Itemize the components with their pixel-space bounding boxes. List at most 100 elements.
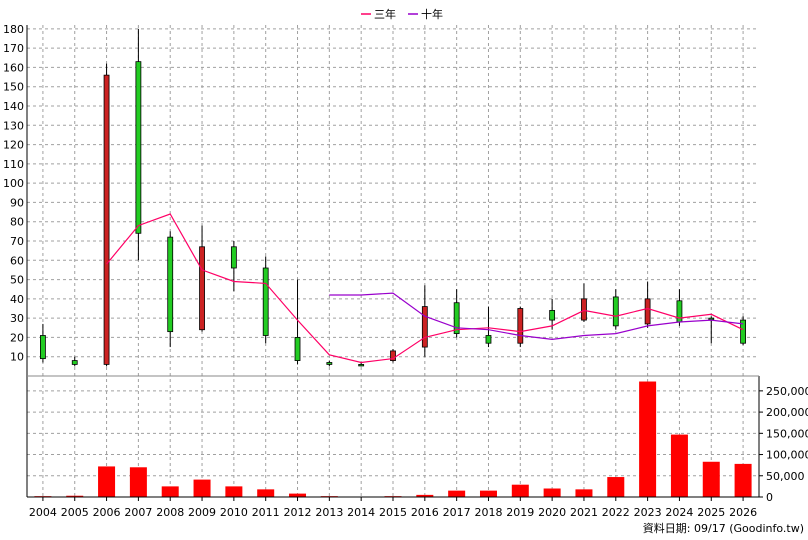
- volume-tick-label: 0: [766, 491, 773, 504]
- year-axis-ticks: 2004 2005 2006 2007 2008 2009 2010 2011 2012 2013…: [29, 497, 757, 519]
- volume-bar-2022: [607, 477, 625, 497]
- candle-body: [103, 74, 110, 365]
- candle-body: [199, 246, 205, 331]
- price-grid: [27, 25, 759, 497]
- candle-2006: [103, 63, 110, 367]
- volume-tick-label: 150,000: [766, 427, 808, 440]
- price-tick-label: 160: [3, 61, 24, 74]
- volume-bar-2021: [575, 489, 593, 497]
- volume-tick-label: 100,000: [766, 449, 808, 462]
- candle-body: [549, 310, 556, 321]
- year-tick-label: 2024: [665, 506, 693, 519]
- year-tick-label: 2023: [634, 506, 662, 519]
- volume-tick-label: 50,000: [766, 470, 805, 483]
- plot-frame: [26, 25, 760, 498]
- candle-body: [676, 300, 683, 323]
- volume-bars: [34, 381, 752, 497]
- volume-bar-2005: [66, 495, 84, 497]
- candle-2015: [390, 349, 396, 363]
- volume-bar-2006: [98, 466, 116, 497]
- legend-label-3yr: 三年: [374, 7, 396, 21]
- volume-bar-2023: [639, 381, 657, 497]
- candle-body: [135, 61, 142, 234]
- candle-body: [358, 364, 365, 367]
- volume-bar-2012: [289, 493, 307, 497]
- price-tick-label: 170: [3, 42, 24, 55]
- price-tick-label: 180: [3, 23, 24, 36]
- volume-bar-2007: [129, 467, 147, 497]
- candlesticks: [40, 28, 746, 367]
- price-tick-label: 70: [10, 235, 24, 248]
- candle-2011: [262, 256, 269, 344]
- candle-body: [390, 350, 396, 361]
- price-tick-label: 20: [10, 331, 24, 344]
- year-tick-label: 2007: [124, 506, 152, 519]
- candle-2009: [199, 225, 205, 332]
- candle-body: [230, 246, 237, 269]
- candle-body: [294, 337, 301, 361]
- candle-body: [167, 236, 174, 333]
- volume-bar-2024: [670, 434, 688, 497]
- candle-2004: [40, 323, 46, 363]
- price-tick-label: 110: [3, 158, 24, 171]
- volume-bar-2017: [448, 490, 466, 497]
- volume-bar-2020: [543, 488, 561, 497]
- price-tick-label: 140: [3, 100, 24, 113]
- volume-bar-2008: [161, 486, 179, 497]
- candle-body: [421, 306, 428, 348]
- year-tick-label: 2016: [411, 506, 439, 519]
- candle-body: [71, 360, 78, 365]
- candle-body: [517, 308, 524, 344]
- candle-body: [644, 298, 651, 325]
- price-tick-label: 90: [10, 196, 24, 209]
- candle-2014: [358, 362, 365, 367]
- candle-2008: [167, 231, 174, 348]
- price-tick-label: 150: [3, 81, 24, 94]
- price-tick-label: 50: [10, 274, 24, 287]
- price-tick-label: 120: [3, 139, 24, 152]
- volume-tick-label: 250,000: [766, 385, 808, 398]
- candle-2021: [581, 283, 587, 322]
- candle-body: [581, 298, 587, 321]
- year-tick-label: 2019: [506, 506, 534, 519]
- year-tick-label: 2006: [93, 506, 121, 519]
- year-tick-label: 2011: [252, 506, 280, 519]
- volume-bar-2016: [416, 494, 434, 497]
- price-tick-label: 40: [10, 293, 24, 306]
- volume-bar-2010: [225, 486, 243, 497]
- candle-2018: [485, 306, 492, 348]
- volume-bar-2026: [734, 463, 752, 497]
- candle-body: [453, 302, 460, 334]
- volume-axis-ticks: 0 50,000 100,000 150,000 200,000 250,000: [759, 385, 808, 504]
- volume-bar-2011: [257, 489, 275, 497]
- candle-2022: [612, 289, 619, 330]
- price-tick-label: 30: [10, 312, 24, 325]
- volume-bar-2018: [479, 490, 497, 497]
- series-line-10yr: [329, 292, 744, 341]
- legend: 三年 十年: [361, 7, 443, 21]
- price-tick-label: 130: [3, 119, 24, 132]
- year-tick-label: 2005: [61, 506, 89, 519]
- candle-body: [740, 319, 746, 344]
- year-tick-label: 2013: [315, 506, 343, 519]
- price-axis-ticks: 10 20 30 40 50 60 70 80 90 100 110 120 130 140 150 160 1…: [3, 23, 24, 364]
- year-tick-label: 2017: [443, 506, 471, 519]
- year-tick-label: 2014: [347, 506, 375, 519]
- candle-body: [612, 296, 619, 327]
- year-tick-label: 2022: [602, 506, 630, 519]
- year-tick-label: 2020: [538, 506, 566, 519]
- year-tick-label: 2008: [156, 506, 184, 519]
- year-tick-label: 2004: [29, 506, 57, 519]
- candle-2026: [740, 316, 746, 346]
- price-tick-label: 60: [10, 254, 24, 267]
- candle-2010: [230, 241, 237, 292]
- candle-body: [326, 362, 333, 365]
- volume-bar-2025: [702, 461, 720, 497]
- candle-2023: [644, 281, 651, 328]
- candle-2007: [135, 28, 142, 261]
- price-tick-label: 80: [10, 216, 24, 229]
- candle-body: [262, 267, 269, 336]
- year-tick-label: 2025: [697, 506, 725, 519]
- candle-2013: [326, 360, 333, 367]
